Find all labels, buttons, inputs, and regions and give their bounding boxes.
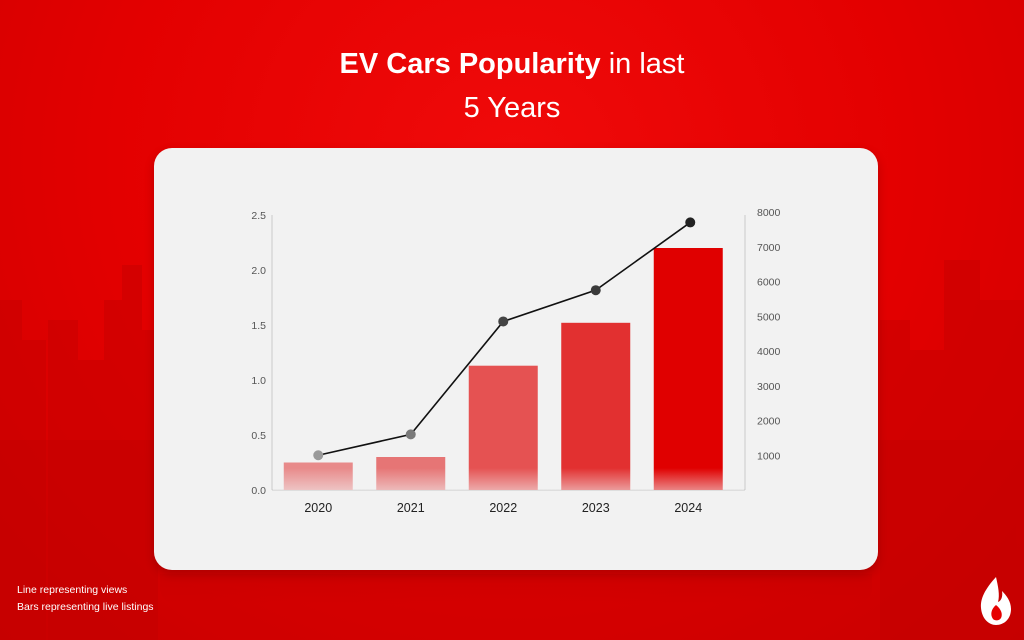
legend-bars-note: Bars representing live listings [17, 601, 154, 613]
y-left-tick-label: 0.5 [251, 430, 266, 442]
legend-line-note: Line representing views [17, 584, 128, 596]
x-tick-label: 2024 [674, 501, 702, 515]
y-right-tick-label: 2000 [757, 416, 781, 428]
views-point [590, 285, 601, 296]
y-right-tick-label: 8000 [757, 207, 781, 219]
card-reflection [160, 574, 872, 604]
views-point [498, 316, 509, 327]
y-right-tick-label: 4000 [757, 346, 781, 358]
y-right-tick-label: 7000 [757, 242, 781, 254]
x-tick-label: 2021 [397, 501, 425, 515]
flame-logo-icon [980, 577, 1011, 625]
page-title: EV Cars Popularity in last 5 Years [0, 42, 1024, 130]
x-tick-label: 2023 [582, 501, 610, 515]
chart-card [154, 148, 878, 570]
title-line2: 5 Years [463, 92, 561, 124]
x-tick-label: 2020 [304, 501, 332, 515]
y-left-tick-label: 1.0 [251, 375, 266, 387]
y-left-tick-label: 0.0 [251, 485, 266, 497]
y-right-tick-label: 1000 [757, 450, 781, 462]
title-rest: in last [608, 48, 685, 80]
views-point [685, 217, 696, 228]
y-right-tick-label: 3000 [757, 381, 781, 393]
bar-fade-overlay [273, 468, 744, 490]
bar [653, 248, 723, 490]
x-tick-label: 2022 [489, 501, 517, 515]
views-point [313, 450, 324, 461]
bar [561, 322, 631, 490]
y-right-tick-label: 6000 [757, 277, 781, 289]
y-left-tick-label: 2.5 [251, 210, 266, 222]
y-left-tick-label: 1.5 [251, 320, 266, 332]
views-point [405, 429, 416, 440]
y-left-tick-label: 2.0 [251, 265, 266, 277]
y-right-tick-label: 5000 [757, 311, 781, 323]
title-bold: EV Cars Popularity [339, 48, 601, 80]
